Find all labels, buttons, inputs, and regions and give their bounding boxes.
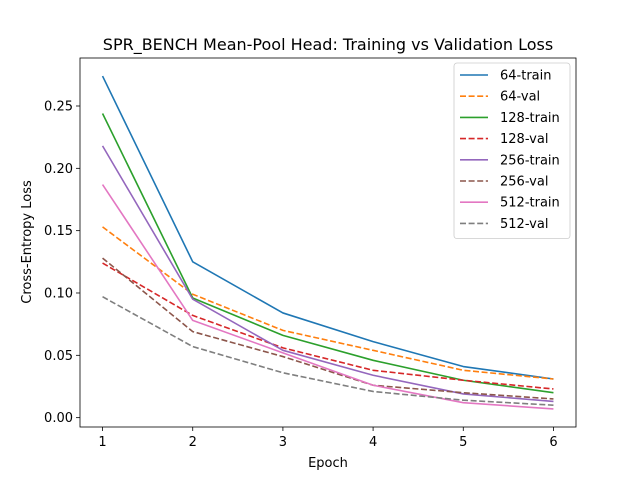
axes-frame: [79, 57, 577, 428]
y-tick-label: 0.20: [44, 162, 73, 177]
x-tick-label: 5: [459, 435, 467, 450]
series-line-128-val: [102, 262, 554, 390]
x-axis-label: Epoch: [308, 456, 348, 471]
series-line-256-val: [102, 257, 554, 400]
series-line-256-train: [101, 145, 554, 403]
legend-label: 512-val: [500, 217, 548, 232]
y-tick-label: 0.10: [44, 286, 73, 301]
legend-box: [453, 62, 571, 240]
legend-label: 128-train: [500, 111, 560, 126]
y-tick-label: 0.00: [44, 411, 73, 426]
series-line-64-train: [101, 75, 554, 380]
axes: 1 2 3 4 5 6 0.00 0.05 0.10 0.15 0.20 0.25: [44, 57, 577, 450]
legend-label: 64-val: [500, 90, 540, 105]
y-axis-label: Cross-Entropy Loss: [20, 180, 35, 304]
y-tick-label: 0.25: [44, 99, 73, 114]
series-line-512-train: [101, 184, 554, 410]
legend-label: 256-train: [500, 153, 560, 168]
legend: 64-train 64-val 128-train 128-val 256-train 2…: [453, 62, 571, 240]
y-tick-label: 0.15: [44, 224, 73, 239]
y-tick-label: 0.05: [44, 349, 73, 364]
series-line-64-val: [102, 226, 554, 380]
legend-label: 256-val: [500, 175, 548, 190]
x-tick-label: 3: [279, 435, 287, 450]
x-tick-label: 1: [98, 435, 106, 450]
legend-label: 64-train: [500, 69, 552, 84]
x-tick-label: 2: [189, 435, 197, 450]
x-tick-label: 6: [549, 435, 557, 450]
chart-title: SPR_BENCH Mean-Pool Head: Training vs Va…: [103, 35, 553, 55]
series-line-512-val: [102, 296, 554, 406]
legend-label: 512-train: [500, 196, 560, 211]
x-tick-label: 4: [369, 435, 377, 450]
plot-area: [101, 75, 554, 410]
legend-label: 128-val: [500, 132, 548, 147]
